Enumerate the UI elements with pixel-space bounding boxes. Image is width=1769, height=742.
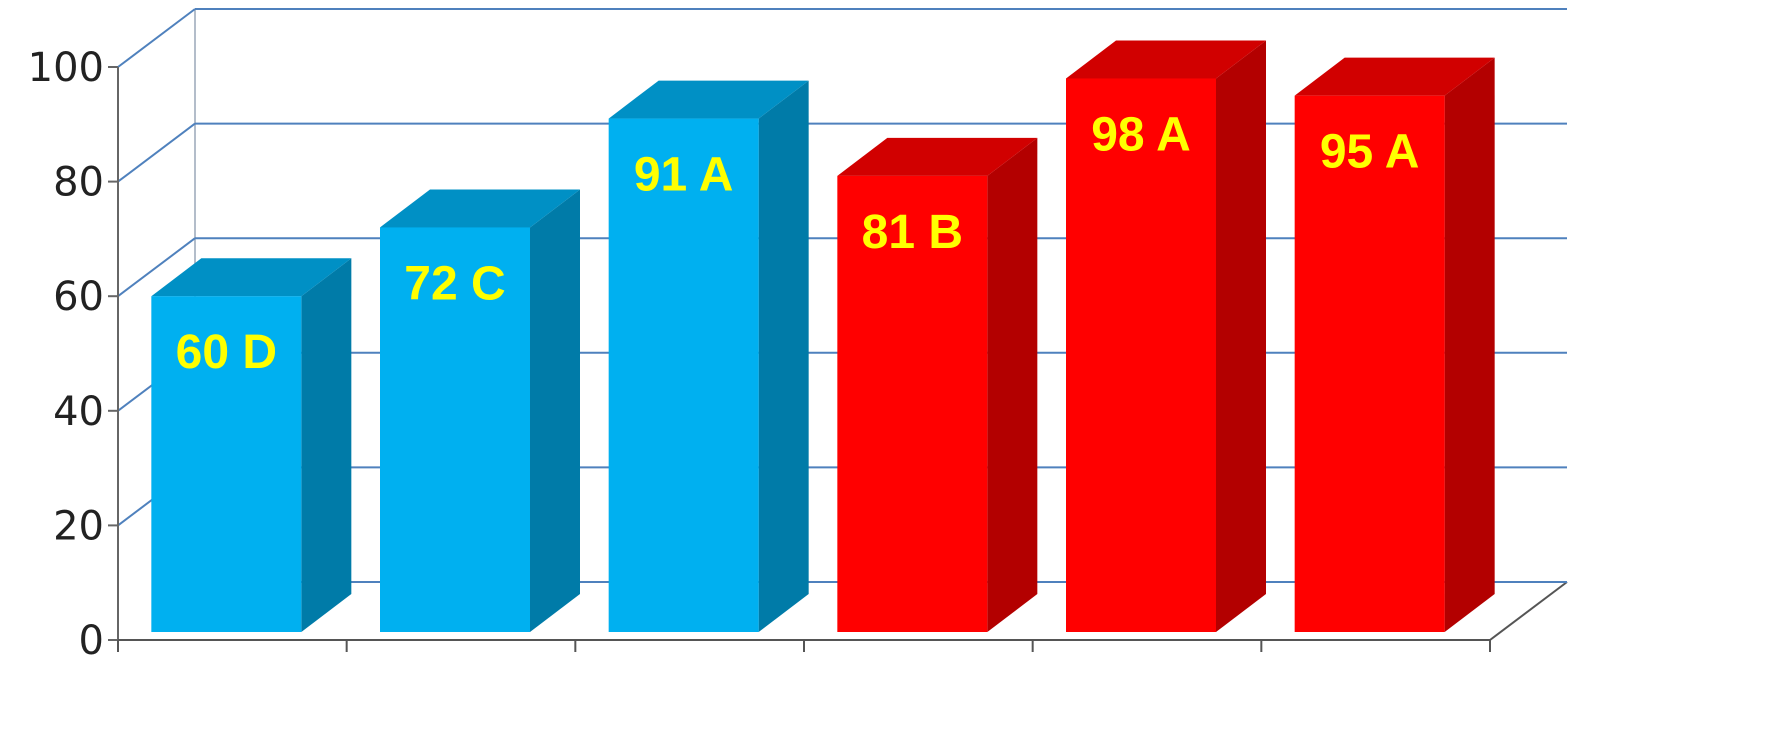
bar-1: [151, 258, 352, 632]
bar-front-face: [151, 296, 302, 632]
bar-side-face: [1444, 57, 1495, 632]
gridline-side-80: [117, 122, 196, 183]
bar-top-face: [151, 258, 352, 297]
y-tick-labels: 0 20 40 60 80 100: [28, 45, 104, 664]
bar-side-face: [758, 80, 809, 632]
bar-5: [1066, 40, 1266, 632]
gridline-side-100: [117, 8, 196, 68]
bar-side-face: [1216, 40, 1266, 632]
data-label-1: 60 D: [176, 326, 277, 379]
axes: [108, 66, 1491, 652]
y-tick-label-80: 80: [53, 160, 104, 206]
y-tick-label-40: 40: [53, 389, 104, 435]
bars: [151, 40, 1495, 632]
y-tick-label-100: 100: [28, 45, 104, 91]
bar-top-face: [608, 80, 809, 119]
bar-6: [1294, 57, 1495, 632]
data-label-3: 91 A: [634, 149, 734, 202]
data-label-5: 98 A: [1091, 108, 1191, 161]
gridline-side-60: [117, 237, 196, 297]
bar-front-face: [608, 118, 759, 632]
bar-front-face: [837, 175, 988, 632]
bar-side-face: [301, 258, 352, 632]
bar-top-face: [1294, 57, 1495, 96]
bar-side-face: [987, 137, 1038, 632]
bar-front-face: [1294, 95, 1445, 632]
bar-front-face: [1066, 78, 1216, 632]
y-tick-label-20: 20: [53, 503, 104, 549]
y-tick-label-60: 60: [53, 274, 104, 320]
data-label-2: 72 C: [404, 257, 505, 310]
y-tick-label-0: 0: [79, 618, 104, 664]
floor-right-edge: [1489, 581, 1568, 641]
data-label-6: 95 A: [1320, 126, 1420, 179]
bar-side-face: [530, 189, 580, 632]
data-labels: 60 D 72 C 91 A 81 B 98 A 95 A: [176, 108, 1420, 379]
bar-4: [837, 137, 1038, 632]
bar-3: [608, 80, 809, 632]
bar-front-face: [380, 227, 530, 632]
data-label-4: 81 B: [862, 206, 963, 259]
bar-top-face: [1066, 40, 1266, 79]
bar-top-face: [380, 189, 580, 228]
bar-2: [380, 189, 580, 632]
bar-top-face: [837, 137, 1038, 176]
